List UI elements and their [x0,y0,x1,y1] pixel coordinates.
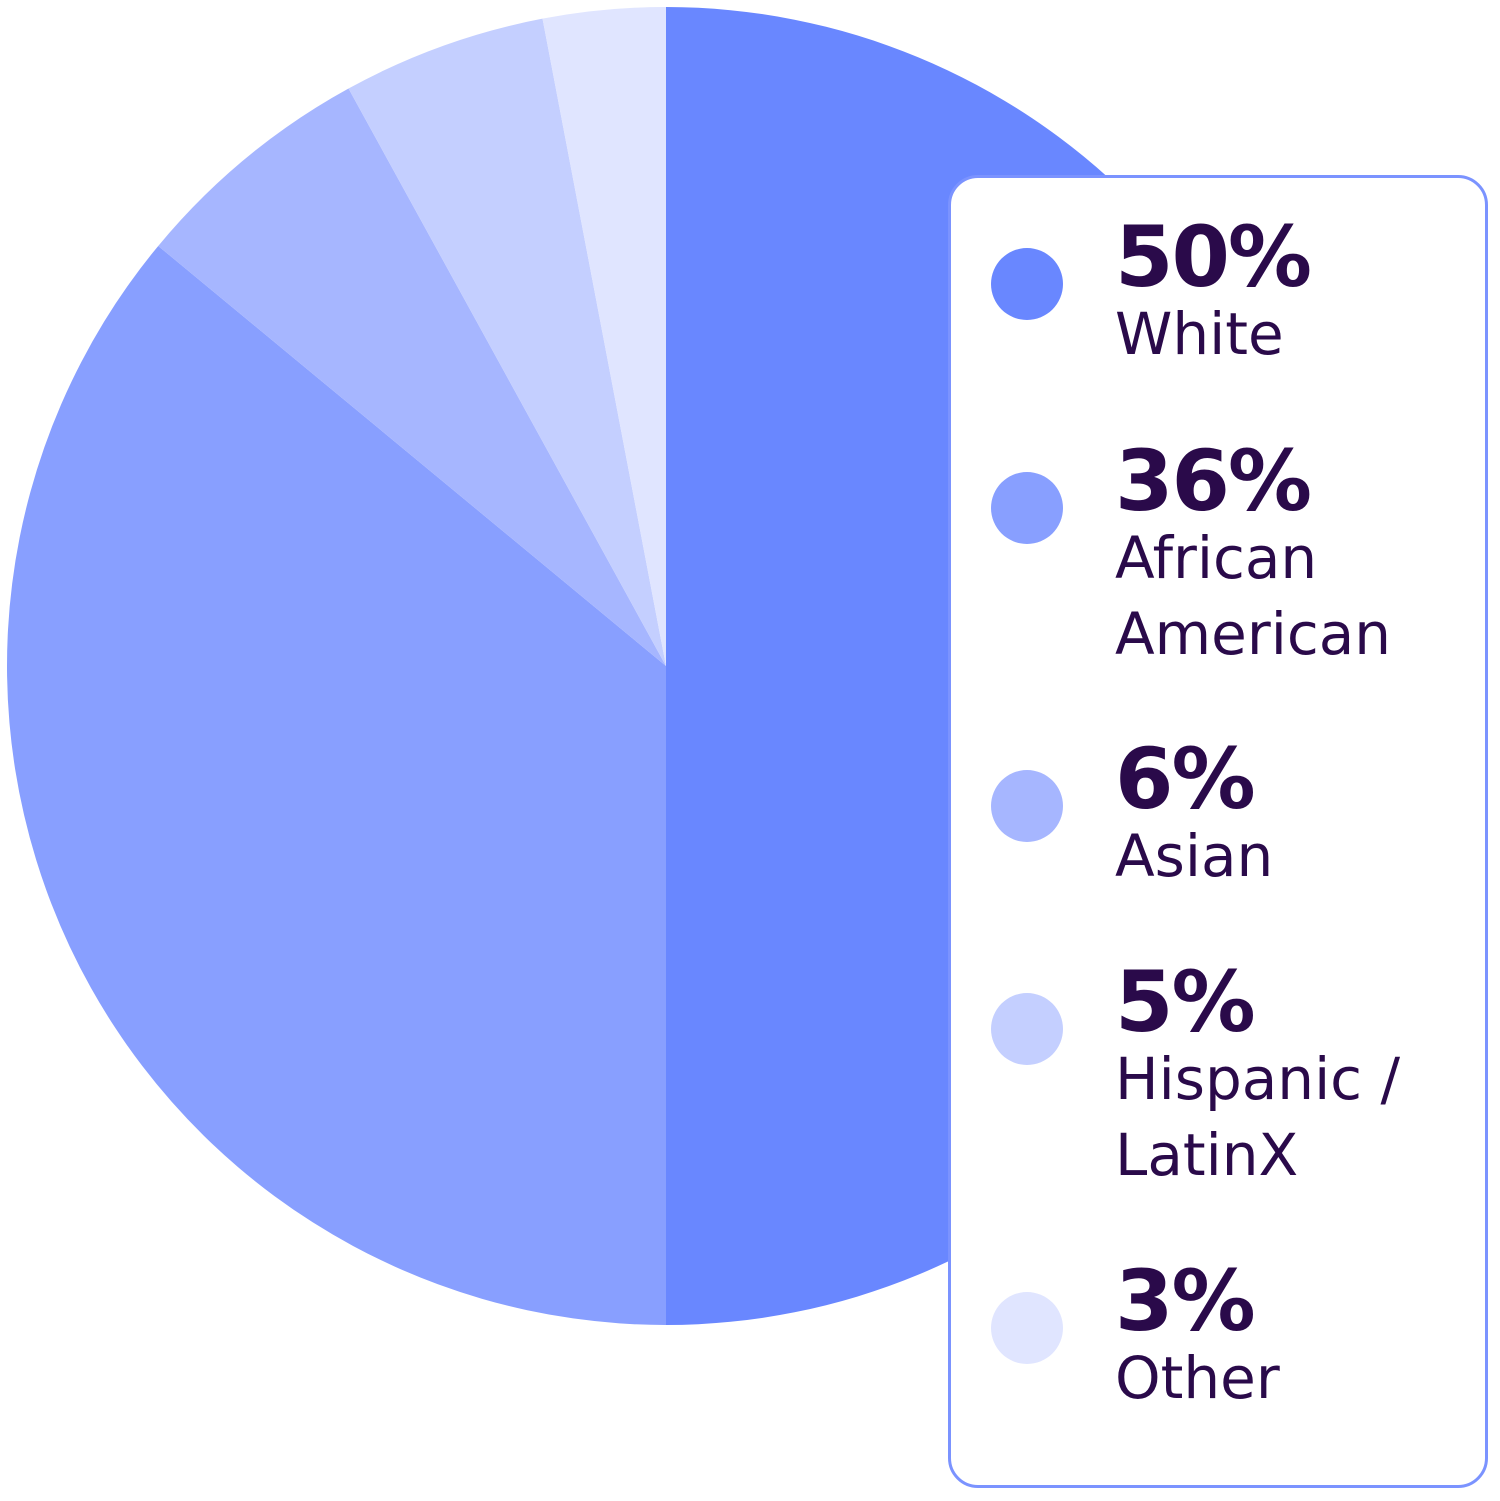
legend-value: 6% [1115,730,1256,828]
legend: 50% White 36% African American 6% Asian … [948,175,1488,1488]
legend-label: Other [1115,1344,1280,1412]
pie-slice-other [542,7,666,666]
pie-slice-african-american [7,245,666,1325]
legend-value: 3% [1115,1252,1256,1350]
legend-value: 5% [1115,953,1256,1051]
legend-label: White [1115,300,1284,368]
legend-label: African American [1115,524,1392,668]
pie-slice-hispanic-latinx [348,18,666,666]
legend-swatch [991,1292,1063,1364]
legend-value: 50% [1115,208,1312,306]
legend-label: Asian [1115,822,1274,890]
legend-swatch [991,770,1063,842]
legend-swatch [991,472,1063,544]
legend-value: 36% [1115,432,1312,530]
legend-swatch [991,993,1063,1065]
pie-slice-asian [158,88,667,666]
legend-swatch [991,248,1063,320]
legend-label: Hispanic / LatinX [1115,1045,1401,1189]
